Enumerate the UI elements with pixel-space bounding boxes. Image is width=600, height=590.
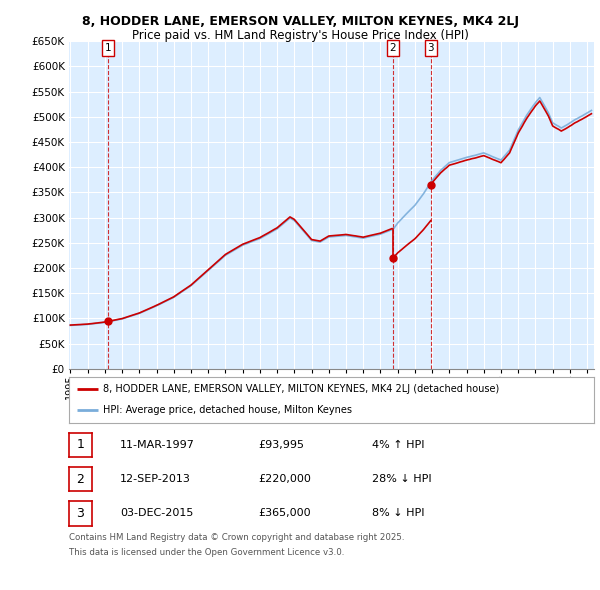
Text: 11-MAR-1997: 11-MAR-1997 — [120, 440, 195, 450]
Text: 1: 1 — [105, 43, 112, 53]
Text: 4% ↑ HPI: 4% ↑ HPI — [372, 440, 425, 450]
Text: £365,000: £365,000 — [258, 509, 311, 518]
Text: 2: 2 — [76, 473, 85, 486]
Text: 1: 1 — [76, 438, 85, 451]
Text: 3: 3 — [76, 507, 85, 520]
Text: 3: 3 — [427, 43, 434, 53]
Text: 8, HODDER LANE, EMERSON VALLEY, MILTON KEYNES, MK4 2LJ (detached house): 8, HODDER LANE, EMERSON VALLEY, MILTON K… — [103, 384, 499, 394]
Text: £220,000: £220,000 — [258, 474, 311, 484]
Text: Contains HM Land Registry data © Crown copyright and database right 2025.: Contains HM Land Registry data © Crown c… — [69, 533, 404, 542]
Text: HPI: Average price, detached house, Milton Keynes: HPI: Average price, detached house, Milt… — [103, 405, 352, 415]
Text: Price paid vs. HM Land Registry's House Price Index (HPI): Price paid vs. HM Land Registry's House … — [131, 30, 469, 42]
Text: 03-DEC-2015: 03-DEC-2015 — [120, 509, 193, 518]
Text: 12-SEP-2013: 12-SEP-2013 — [120, 474, 191, 484]
Text: 8, HODDER LANE, EMERSON VALLEY, MILTON KEYNES, MK4 2LJ: 8, HODDER LANE, EMERSON VALLEY, MILTON K… — [82, 15, 518, 28]
Text: 28% ↓ HPI: 28% ↓ HPI — [372, 474, 431, 484]
Text: 8% ↓ HPI: 8% ↓ HPI — [372, 509, 425, 518]
Text: 2: 2 — [389, 43, 396, 53]
Text: £93,995: £93,995 — [258, 440, 304, 450]
Text: This data is licensed under the Open Government Licence v3.0.: This data is licensed under the Open Gov… — [69, 548, 344, 557]
